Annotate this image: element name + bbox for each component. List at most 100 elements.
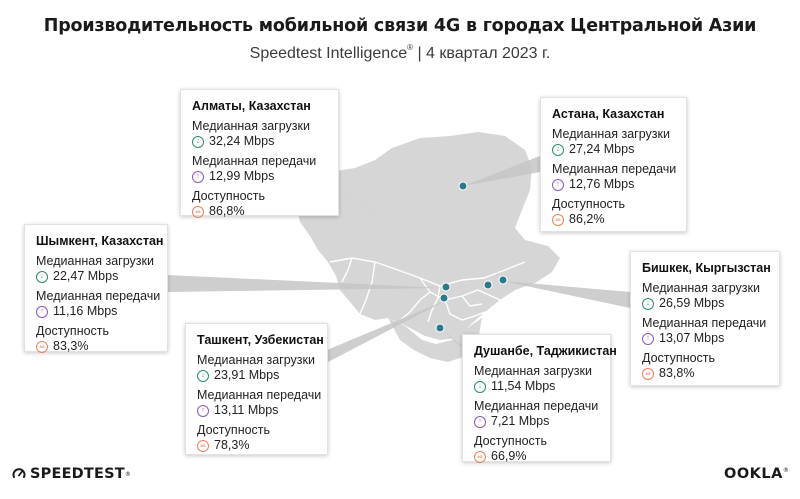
speedtest-registered-mark: ®: [124, 470, 132, 478]
upload-arrow-icon: ↑: [642, 332, 654, 345]
availability-4g-icon: 4G: [36, 340, 48, 353]
download-label: Медианная загрузки: [197, 353, 315, 367]
upload-arrow-icon: ↑: [192, 170, 204, 183]
availability-metric: Доступность 4G 86,2%: [552, 197, 676, 227]
availability-4g-icon: 4G: [642, 367, 654, 380]
leader-bishkek: [503, 281, 630, 308]
upload-label: Медианная передачи: [192, 154, 317, 168]
download-label: Медианная загрузки: [192, 119, 310, 133]
download-metric: Медианная загрузки ↓ 22,47 Mbps: [36, 254, 157, 284]
availability-label: Доступность: [552, 197, 626, 211]
availability-label: Доступность: [192, 189, 266, 203]
upload-arrow-icon: ↑: [474, 415, 486, 428]
registered-mark: ®: [407, 43, 413, 52]
upload-label: Медианная передачи: [642, 316, 767, 330]
city-dots: [435, 181, 508, 333]
city-card-bishkek: Бишкек, Кыргызстан Медианная загрузки ↓ 2…: [630, 251, 780, 386]
download-label: Медианная загрузки: [552, 127, 670, 141]
city-name: Бишкек, Кыргызстан: [642, 261, 771, 275]
leader-astana: [463, 156, 540, 186]
ookla-logo: OOKLA®: [724, 466, 789, 482]
upload-value: 13,07 Mbps: [659, 331, 725, 345]
download-label: Медианная загрузки: [474, 364, 592, 378]
upload-label: Медианная передачи: [36, 289, 161, 303]
upload-label: Медианная передачи: [552, 162, 677, 176]
city-name: Ташкент, Узбекистан: [197, 333, 324, 347]
download-metric: Медианная загрузки ↓ 23,91 Mbps: [197, 353, 317, 383]
upload-label: Медианная передачи: [474, 399, 599, 413]
upload-value: 12,76 Mbps: [569, 177, 635, 191]
availability-metric: Доступность 4G 83,3%: [36, 324, 157, 354]
availability-value: 66,9%: [491, 449, 527, 463]
availability-metric: Доступность 4G 66,9%: [474, 434, 600, 464]
download-label: Медианная загрузки: [36, 254, 154, 268]
ookla-registered-mark: ®: [782, 467, 790, 475]
download-arrow-icon: ↓: [197, 369, 209, 382]
download-arrow-icon: ↓: [192, 135, 204, 148]
upload-metric: Медианная передачи ↑ 12,99 Mbps: [192, 154, 328, 184]
availability-value: 78,3%: [214, 438, 250, 452]
upload-metric: Медианная передачи ↑ 12,76 Mbps: [552, 162, 676, 192]
upload-label: Медианная передачи: [197, 388, 322, 402]
download-metric: Медианная загрузки ↓ 26,59 Mbps: [642, 281, 769, 311]
availability-4g-icon: 4G: [192, 205, 204, 218]
upload-arrow-icon: ↑: [552, 178, 564, 191]
leader-shymkent: [168, 275, 445, 292]
availability-label: Доступность: [642, 351, 716, 365]
speedtest-wordmark: SPEEDTEST: [30, 466, 125, 482]
ookla-wordmark: OOKLA: [724, 466, 783, 482]
availability-label: Доступность: [36, 324, 110, 338]
city-name: Астана, Казахстан: [552, 107, 665, 121]
upload-metric: Медианная передачи ↑ 13,11 Mbps: [197, 388, 322, 418]
upload-value: 13,11 Mbps: [214, 403, 279, 417]
country-borders: [329, 257, 526, 323]
availability-metric: Доступность 4G 83,8%: [642, 351, 769, 381]
download-value: 32,24 Mbps: [209, 134, 275, 148]
availability-4g-icon: 4G: [474, 450, 486, 463]
page-subtitle: Speedtest Intelligence® | 4 квартал 2023…: [0, 43, 800, 63]
subtitle-period: | 4 квартал 2023 г.: [413, 45, 551, 62]
city-card-astana: Астана, Казахстан Медианная загрузки ↓ 27…: [540, 97, 687, 232]
dot-bishkek: [498, 275, 508, 285]
dot-astana: [458, 181, 468, 191]
download-arrow-icon: ↓: [642, 297, 654, 310]
speedtest-logo: SPEEDTEST ®: [12, 466, 131, 482]
download-metric: Медианная загрузки ↓ 32,24 Mbps: [192, 119, 328, 149]
availability-metric: Доступность 4G 86,8%: [192, 189, 328, 219]
availability-value: 86,8%: [209, 204, 245, 218]
download-metric: Медианная загрузки ↓ 11,54 Mbps: [474, 364, 600, 394]
map-land-south: [388, 318, 482, 362]
availability-label: Доступность: [474, 434, 548, 448]
download-label: Медианная загрузки: [642, 281, 760, 295]
download-arrow-icon: ↓: [474, 380, 486, 393]
dot-dushanbe: [435, 323, 445, 333]
subtitle-source: Speedtest Intelligence: [249, 45, 408, 62]
upload-value: 11,16 Mbps: [53, 304, 118, 318]
city-card-tashkent: Ташкент, Узбекистан Медианная загрузки ↓…: [185, 323, 328, 455]
download-metric: Медианная загрузки ↓ 27,24 Mbps: [552, 127, 676, 157]
upload-metric: Медианная передачи ↑ 13,07 Mbps: [642, 316, 769, 346]
upload-metric: Медианная передачи ↑ 11,16 Mbps: [36, 289, 161, 319]
page-title: Производительность мобильной связи 4G в …: [43, 16, 757, 36]
download-arrow-icon: ↓: [36, 270, 48, 283]
availability-value: 86,2%: [569, 212, 605, 226]
download-value: 26,59 Mbps: [659, 296, 725, 310]
upload-value: 7,21 Mbps: [491, 414, 550, 428]
city-card-dushanbe: Душанбе, Таджикистан Медианная загрузки …: [462, 334, 617, 464]
dot-tashkent: [439, 293, 449, 303]
city-card-shymkent: Шымкент, Казахстан Медианная загрузки ↓ 2…: [24, 224, 168, 354]
city-card-almaty: Алматы, Казахстан Медианная загрузки ↓ 32…: [180, 89, 339, 219]
city-name: Шымкент, Казахстан: [36, 234, 164, 248]
availability-metric: Доступность 4G 78,3%: [197, 423, 317, 453]
upload-value: 12,99 Mbps: [209, 169, 275, 183]
download-value: 23,91 Mbps: [214, 368, 280, 382]
download-arrow-icon: ↓: [552, 143, 564, 156]
download-value: 11,54 Mbps: [491, 379, 556, 393]
availability-label: Доступность: [197, 423, 271, 437]
dot-almaty: [483, 280, 493, 290]
dot-shymkent: [441, 282, 451, 292]
download-value: 22,47 Mbps: [53, 269, 119, 283]
upload-arrow-icon: ↑: [197, 404, 209, 417]
availability-4g-icon: 4G: [552, 213, 564, 226]
